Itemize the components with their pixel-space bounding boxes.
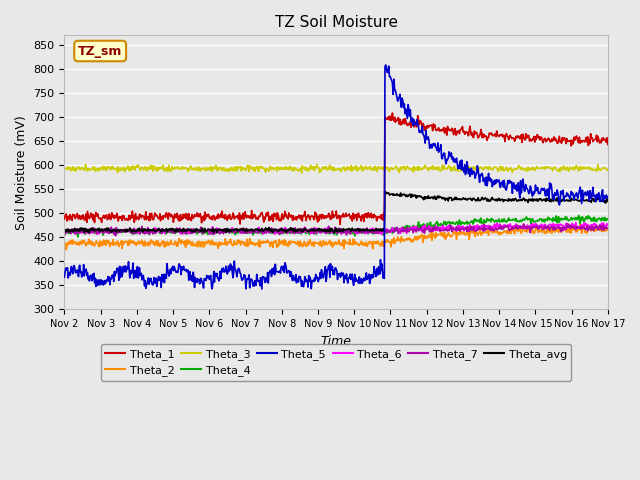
Text: TZ_sm: TZ_sm [78, 45, 122, 58]
Y-axis label: Soil Moisture (mV): Soil Moisture (mV) [15, 115, 28, 230]
Title: TZ Soil Moisture: TZ Soil Moisture [275, 15, 397, 30]
Legend: Theta_1, Theta_2, Theta_3, Theta_4, Theta_5, Theta_6, Theta_7, Theta_avg: Theta_1, Theta_2, Theta_3, Theta_4, Thet… [100, 345, 572, 381]
X-axis label: Time: Time [321, 335, 351, 348]
